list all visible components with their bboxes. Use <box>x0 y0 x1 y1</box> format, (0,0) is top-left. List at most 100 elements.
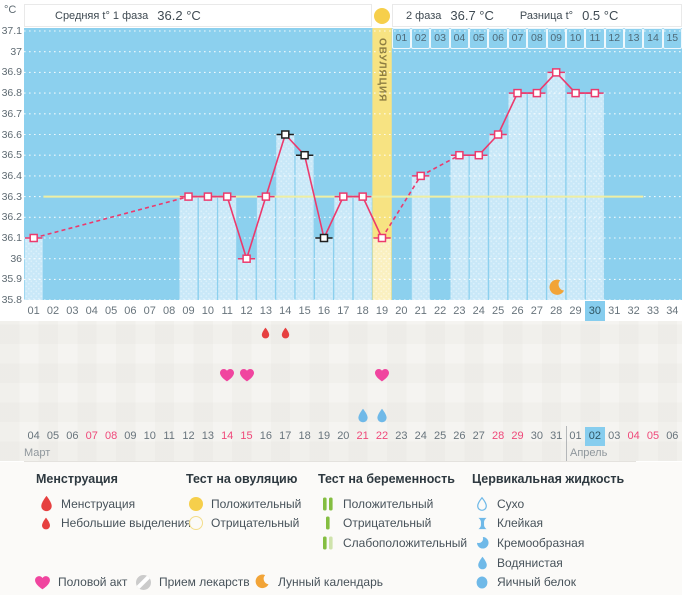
phase2-day-cell[interactable]: 03 <box>430 28 450 49</box>
cycle-day-cell[interactable]: 04 <box>85 305 98 317</box>
temp-point-day-18[interactable] <box>358 192 367 201</box>
phase2-day-cell[interactable]: 02 <box>411 28 431 49</box>
temp-point-day-14[interactable] <box>281 130 290 139</box>
temp-bar-day-21[interactable] <box>411 175 430 300</box>
temp-point-day-15[interactable] <box>300 150 309 160</box>
temp-bar-day-15[interactable] <box>295 155 314 300</box>
temp-point-day-10[interactable] <box>203 192 213 201</box>
temp-point-day-23[interactable] <box>455 150 464 160</box>
date-cell[interactable]: 13 <box>201 430 214 442</box>
temp-bar-day-19[interactable] <box>373 238 392 300</box>
date-cell[interactable]: 04 <box>627 430 640 442</box>
cycle-day-cell[interactable]: 16 <box>317 305 331 317</box>
date-cell[interactable]: 14 <box>221 430 234 442</box>
cycle-day-cell[interactable]: 02 <box>46 305 60 317</box>
date-cell[interactable]: 24 <box>414 430 427 442</box>
temp-point-day-27[interactable] <box>532 88 542 98</box>
temp-point-day-11[interactable] <box>222 192 232 201</box>
cycle-day-cell[interactable]: 20 <box>395 305 408 317</box>
cycle-day-cell[interactable]: 27 <box>530 305 543 317</box>
date-cell[interactable]: 09 <box>124 430 137 442</box>
date-cell[interactable]: 22 <box>375 430 389 442</box>
cycle-day-cell[interactable]: 05 <box>104 305 118 317</box>
date-cell[interactable]: 29 <box>511 430 524 442</box>
phase2-day-cell[interactable]: 10 <box>565 28 586 49</box>
cycle-day-cell[interactable]: 15 <box>298 305 311 317</box>
temp-bar-day-17[interactable] <box>334 196 353 300</box>
cycle-day-cell[interactable]: 01 <box>27 305 40 317</box>
temp-point-day-9[interactable] <box>184 192 193 201</box>
phase2-day-cell[interactable]: 14 <box>643 28 663 49</box>
temp-point-day-29[interactable] <box>571 88 580 98</box>
cycle-day-cell[interactable]: 31 <box>608 305 621 317</box>
cycle-day-cell[interactable]: 23 <box>453 305 466 317</box>
date-cell[interactable]: 10 <box>143 430 156 442</box>
date-cell[interactable]: 01 <box>569 430 582 442</box>
date-cell[interactable]: 26 <box>453 430 466 442</box>
date-cell[interactable]: 16 <box>259 430 273 442</box>
date-cell[interactable]: 02 <box>585 427 605 446</box>
cycle-day-cell[interactable]: 10 <box>201 305 214 317</box>
date-cell[interactable]: 18 <box>298 430 311 442</box>
temp-point-day-12[interactable] <box>242 254 251 263</box>
cycle-day-cell[interactable]: 18 <box>356 305 369 317</box>
cycle-day-cell[interactable]: 24 <box>472 305 485 317</box>
temp-bar-day-12[interactable] <box>237 258 256 300</box>
date-cell[interactable]: 04 <box>27 430 40 442</box>
phase2-day-cell[interactable]: 01 <box>391 28 412 49</box>
phase2-day-cell[interactable]: 04 <box>449 28 470 49</box>
date-cell[interactable]: 30 <box>530 430 543 442</box>
temp-bar-day-23[interactable] <box>450 155 469 300</box>
phase2-day-cell[interactable]: 11 <box>585 28 605 49</box>
phase2-day-cell[interactable]: 07 <box>507 28 528 49</box>
phase2-day-cell[interactable]: 15 <box>662 28 682 49</box>
date-cell[interactable]: 25 <box>433 430 447 442</box>
cycle-day-cell[interactable]: 12 <box>240 305 253 317</box>
temp-point-day-30[interactable] <box>590 88 600 98</box>
cycle-day-cell[interactable]: 28 <box>550 305 563 317</box>
date-cell[interactable]: 05 <box>646 430 660 442</box>
temp-bar-day-10[interactable] <box>198 196 217 300</box>
date-cell[interactable]: 06 <box>66 430 79 442</box>
temp-bar-day-28[interactable] <box>547 72 566 301</box>
cycle-day-cell[interactable]: 25 <box>492 305 505 317</box>
temp-point-day-17[interactable] <box>339 192 348 201</box>
cycle-day-cell[interactable]: 17 <box>337 305 350 317</box>
bbt-chart-canvas[interactable] <box>0 0 682 305</box>
cycle-day-cell[interactable]: 11 <box>221 305 233 317</box>
date-cell[interactable]: 15 <box>240 430 253 442</box>
cycle-day-cell[interactable]: 26 <box>511 305 524 317</box>
date-cell[interactable]: 21 <box>356 430 369 442</box>
temp-point-day-13[interactable] <box>261 192 271 201</box>
phase2-day-cell[interactable]: 09 <box>546 28 566 49</box>
date-cell[interactable]: 31 <box>550 430 563 442</box>
temp-bar-day-13[interactable] <box>256 196 275 300</box>
temp-point-day-24[interactable] <box>474 150 484 160</box>
temp-point-day-16[interactable] <box>319 233 329 243</box>
cycle-day-cell[interactable]: 21 <box>414 305 427 317</box>
cycle-day-cell[interactable]: 03 <box>66 305 79 317</box>
date-cell[interactable]: 20 <box>337 430 350 442</box>
cycle-day-cell[interactable]: 19 <box>375 305 389 317</box>
temp-point-day-26[interactable] <box>513 88 522 98</box>
temp-point-day-21[interactable] <box>416 171 425 181</box>
phase2-day-cell[interactable]: 05 <box>469 28 489 49</box>
cycle-day-cell[interactable]: 32 <box>627 305 640 317</box>
date-cell[interactable]: 07 <box>85 430 98 442</box>
phase2-day-cell[interactable]: 12 <box>604 28 624 49</box>
date-cell[interactable]: 27 <box>472 430 485 442</box>
cycle-day-cell[interactable]: 30 <box>585 301 605 321</box>
temp-bar-day-11[interactable] <box>218 196 237 300</box>
cycle-day-cell[interactable]: 14 <box>279 305 292 317</box>
date-cell[interactable]: 28 <box>492 430 505 442</box>
temp-point-day-28[interactable] <box>551 68 561 77</box>
cycle-day-cell[interactable]: 06 <box>124 305 137 317</box>
date-cell[interactable]: 05 <box>46 430 60 442</box>
date-cell[interactable]: 11 <box>163 430 175 442</box>
phase2-day-cell[interactable]: 08 <box>527 28 547 49</box>
cycle-day-cell[interactable]: 13 <box>259 305 273 317</box>
temp-bar-day-25[interactable] <box>489 134 508 301</box>
date-cell[interactable]: 23 <box>395 430 408 442</box>
phase2-day-cell[interactable]: 13 <box>623 28 644 49</box>
temp-point-day-1[interactable] <box>29 233 38 243</box>
